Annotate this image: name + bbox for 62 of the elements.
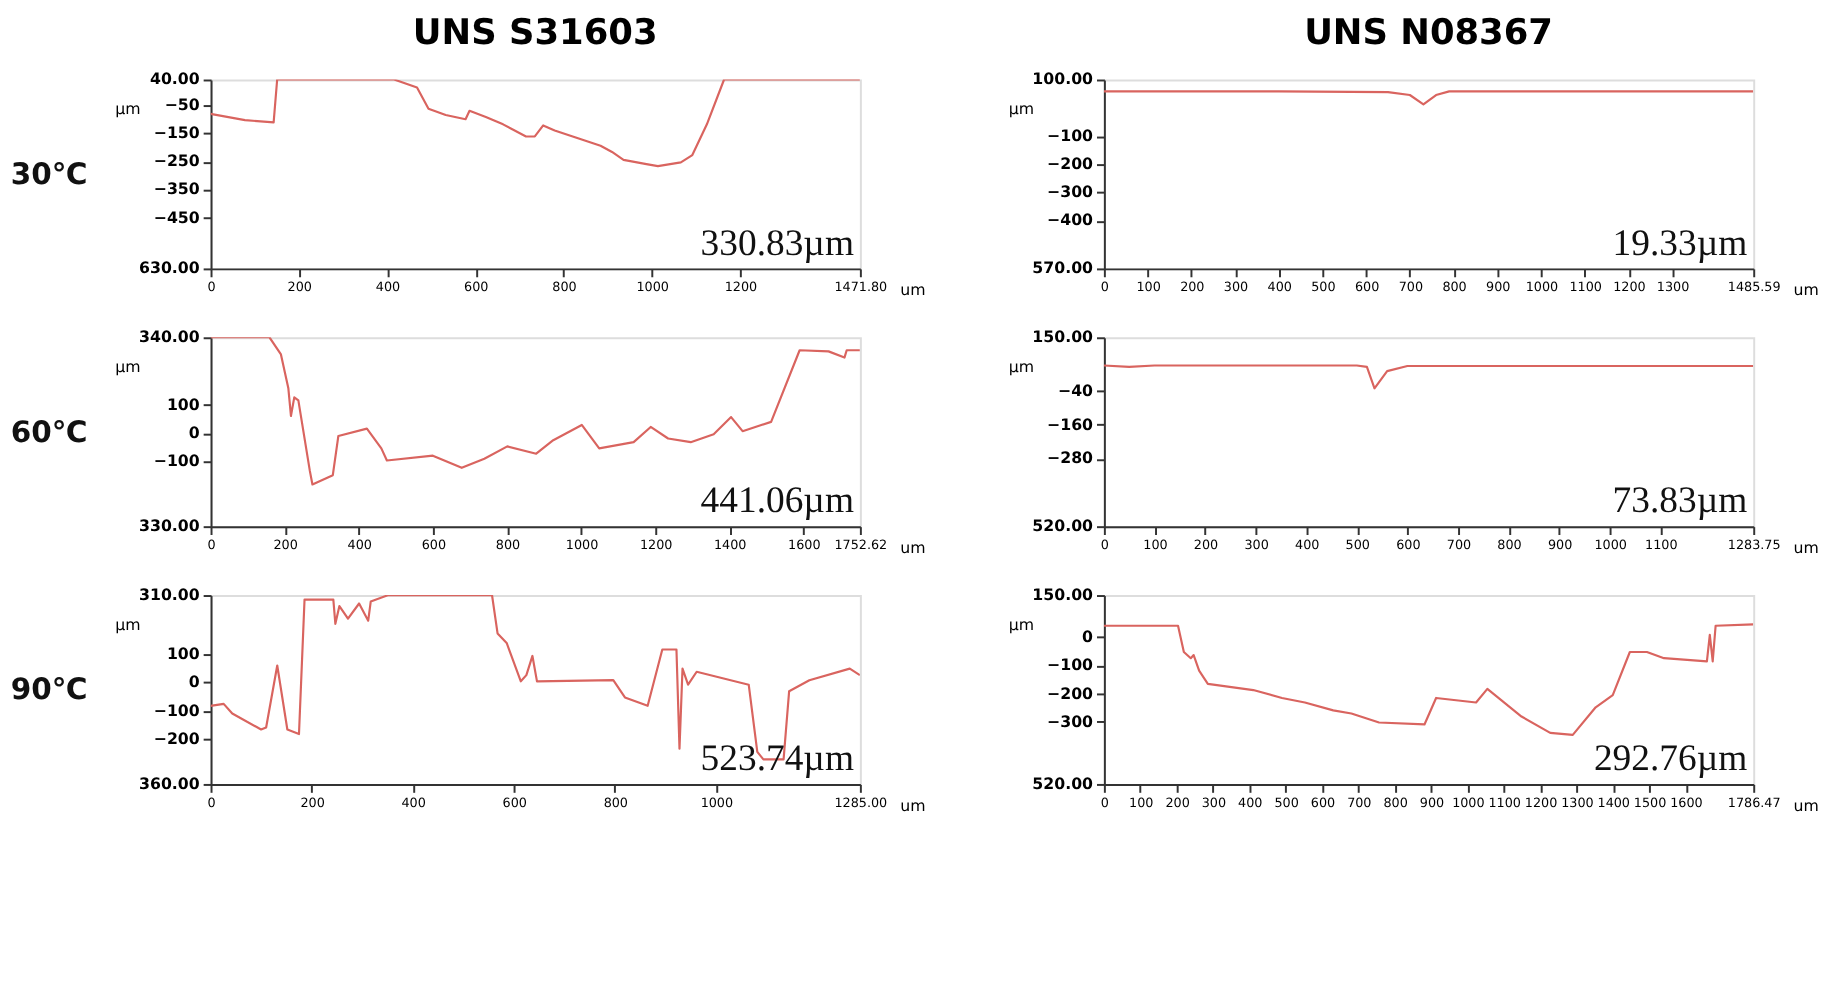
y-tick-label: 520.00 bbox=[1032, 774, 1095, 793]
y-tick-label: 100.00 bbox=[1032, 70, 1095, 89]
chart-title: UNS S31603 bbox=[412, 14, 658, 55]
annotation: 292.76µm bbox=[1593, 738, 1749, 781]
y-tick-label: 570.00 bbox=[1032, 259, 1095, 278]
text: 90℃ bbox=[10, 673, 88, 708]
x-axis-title: um bbox=[900, 538, 926, 557]
y-tick-label: −100 bbox=[153, 701, 201, 720]
y-tick-label: 0 bbox=[188, 424, 201, 443]
y-tick-label: 0 bbox=[1082, 628, 1095, 647]
annotation: 330.83µm bbox=[700, 222, 855, 265]
y-tick-label: −200 bbox=[153, 729, 201, 748]
y-tick-label: 40.00 bbox=[149, 70, 201, 89]
line-series bbox=[210, 79, 860, 168]
y-tick-label: −200 bbox=[1047, 155, 1095, 174]
annotation: 523.74µm bbox=[700, 738, 855, 781]
y-tick-label: −280 bbox=[1047, 449, 1095, 468]
y-tick-label: −450 bbox=[153, 208, 201, 227]
y-tick-label: −100 bbox=[1047, 656, 1095, 675]
x-axis-title: um bbox=[900, 796, 926, 815]
y-axis-title: µm bbox=[1008, 358, 1035, 377]
y-tick-label: −40 bbox=[1058, 381, 1095, 400]
line-series bbox=[1103, 623, 1754, 736]
y-tick-label: −350 bbox=[153, 180, 201, 199]
line-series bbox=[1103, 364, 1754, 390]
y-tick-label: −150 bbox=[153, 123, 201, 142]
text: 60℃ bbox=[10, 415, 88, 450]
y-tick-label: 310.00 bbox=[139, 585, 201, 604]
y-tick-label: −300 bbox=[1047, 712, 1095, 731]
y-axis-title: µm bbox=[1008, 615, 1035, 634]
y-tick-label: 100 bbox=[166, 395, 201, 414]
annotation: 19.33µm bbox=[1612, 222, 1749, 265]
y-tick-label: 100 bbox=[166, 645, 201, 664]
y-tick-label: 0 bbox=[188, 673, 201, 692]
y-tick-label: −100 bbox=[153, 452, 201, 471]
y-tick-label: −250 bbox=[153, 152, 201, 171]
y-tick-label: −50 bbox=[164, 95, 201, 114]
y-axis-title: µm bbox=[1008, 100, 1035, 119]
annotation: 73.83µm bbox=[1612, 480, 1749, 523]
y-tick-label: −200 bbox=[1047, 684, 1095, 703]
y-axis-title: µm bbox=[115, 358, 141, 377]
y-tick-label: 520.00 bbox=[1032, 517, 1095, 536]
line-series bbox=[1103, 90, 1754, 106]
y-tick-label: −400 bbox=[1047, 211, 1095, 230]
y-tick-label: −160 bbox=[1047, 415, 1095, 434]
y-tick-label: −300 bbox=[1047, 183, 1095, 202]
y-tick-label: 150.00 bbox=[1032, 585, 1095, 604]
annotation: 441.06µm bbox=[700, 480, 855, 523]
y-tick-label: 630.00 bbox=[139, 259, 201, 278]
x-axis-title: um bbox=[1793, 280, 1819, 299]
y-tick-label: 360.00 bbox=[139, 774, 201, 793]
y-axis-title: µm bbox=[115, 100, 141, 119]
chart-title: UNS N08367 bbox=[1304, 14, 1553, 55]
y-tick-label: −100 bbox=[1047, 126, 1095, 145]
x-axis-title: um bbox=[1793, 538, 1819, 557]
x-axis-title: um bbox=[1793, 796, 1819, 815]
y-tick-label: 330.00 bbox=[139, 517, 201, 536]
text: 30℃ bbox=[10, 157, 88, 192]
y-tick-label: 340.00 bbox=[139, 328, 201, 347]
y-tick-label: 150.00 bbox=[1032, 328, 1095, 347]
y-axis-title: µm bbox=[115, 615, 141, 634]
x-axis-title: um bbox=[900, 280, 926, 299]
